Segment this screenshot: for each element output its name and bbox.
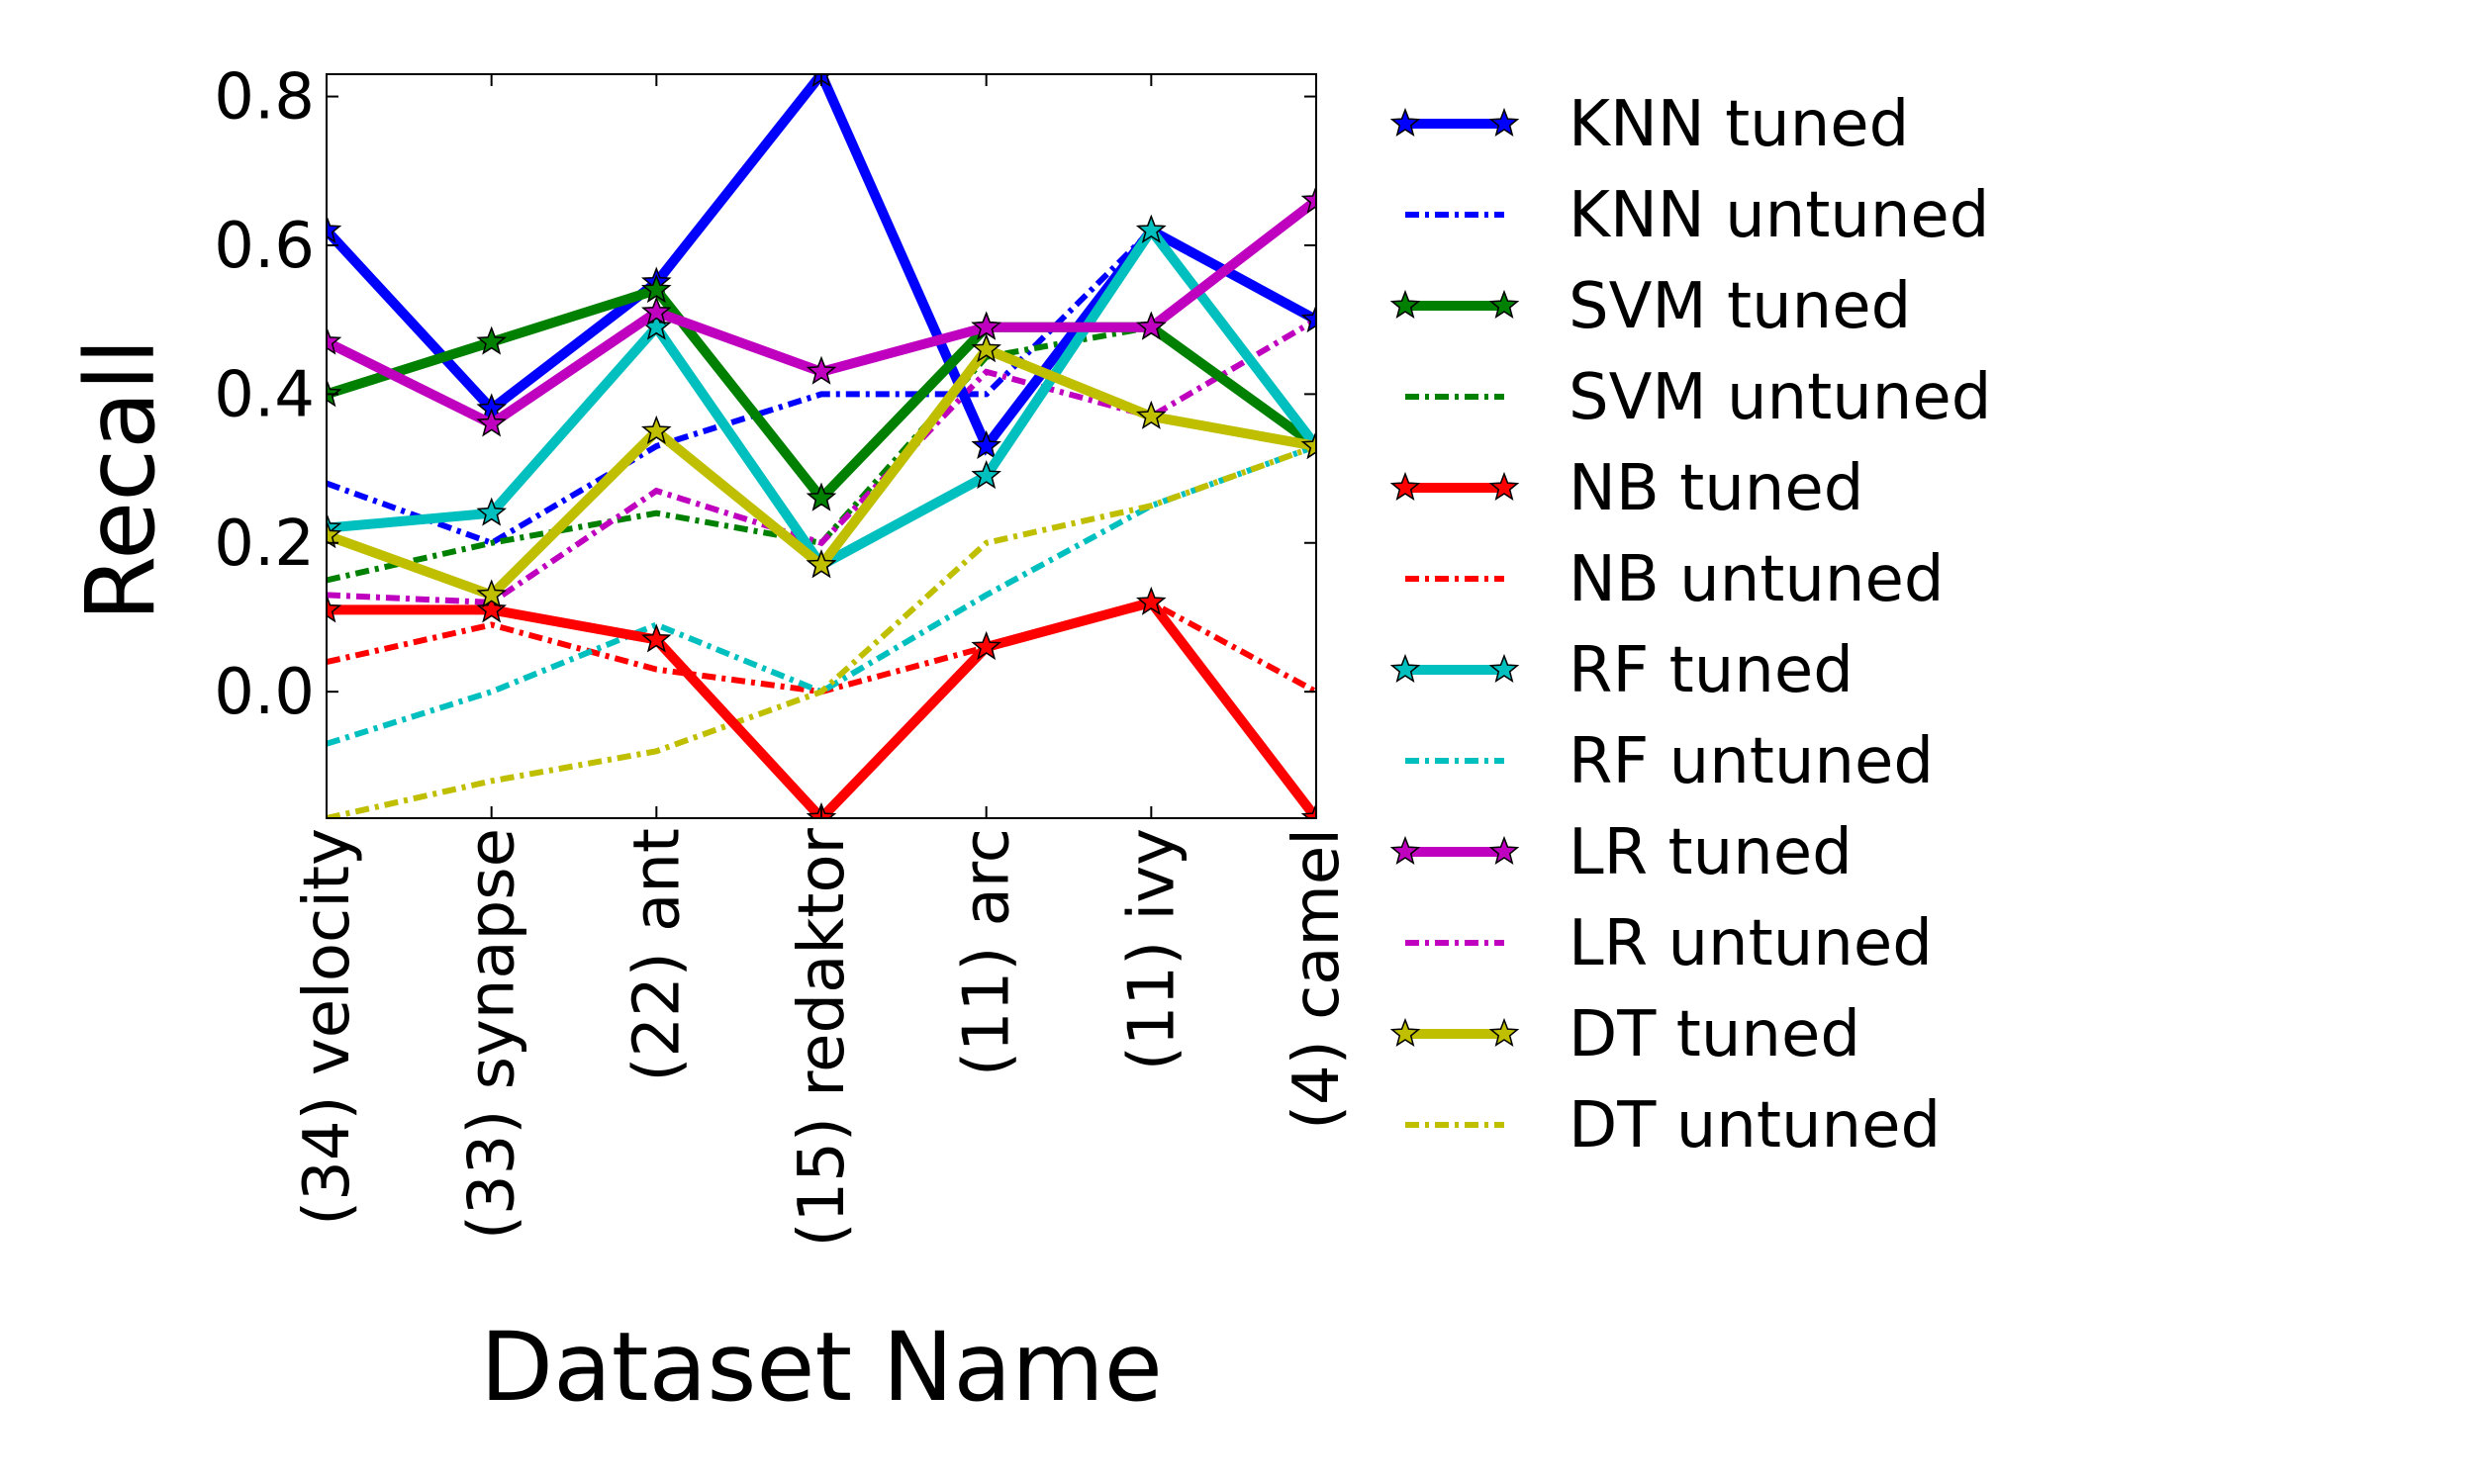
legend-entry: KNN tuned — [1389, 88, 1909, 161]
y-axis-title: Recall — [65, 338, 176, 621]
legend-label: DT tuned — [1569, 998, 1860, 1071]
data-point — [806, 355, 837, 385]
legend-entry: SVM tuned — [1389, 270, 1911, 343]
x-axis: (34) velocity (33) synapse (22) ant (15) re… — [291, 74, 1354, 1247]
legend-marker — [1389, 835, 1421, 865]
data-point — [476, 579, 507, 608]
series-knn-untuned — [327, 227, 1316, 547]
legend-entry: KNN untuned — [1405, 179, 1989, 252]
data-point — [641, 296, 672, 325]
legend: KNN tuned KNN untuned SVM tuned SVM untuned… — [1389, 88, 1991, 1162]
y-tick-label: 0.2 — [214, 508, 315, 581]
data-point — [971, 460, 1001, 490]
legend-marker — [1488, 835, 1520, 865]
legend-label: LR untuned — [1569, 907, 1933, 980]
data-point — [476, 408, 507, 437]
legend-entry: DT untuned — [1405, 1089, 1941, 1162]
legend-entry: SVM untuned — [1405, 361, 1991, 434]
data-point — [327, 325, 342, 355]
legend-entry: NB tuned — [1389, 452, 1863, 525]
series-layer — [327, 74, 1316, 818]
legend-label: RF tuned — [1569, 634, 1854, 707]
x-tick-label: (22) ant — [620, 828, 694, 1082]
y-tick-label: 0.6 — [214, 210, 315, 283]
x-tick-label: (11) arc — [951, 828, 1024, 1076]
series-line — [327, 227, 1316, 547]
legend-marker — [1389, 1017, 1421, 1047]
data-point — [806, 549, 837, 579]
legend-label: NB tuned — [1569, 452, 1863, 525]
data-point — [1136, 400, 1167, 429]
data-point — [327, 594, 342, 623]
legend-marker — [1389, 107, 1421, 137]
legend-entry: RF tuned — [1389, 634, 1854, 707]
data-point — [971, 630, 1001, 661]
data-point — [971, 429, 1001, 459]
data-point — [971, 333, 1001, 363]
data-point — [327, 519, 342, 549]
x-tick-label: (4) camel — [1281, 828, 1354, 1130]
x-tick-label: (11) ivy — [1115, 828, 1189, 1070]
data-point — [641, 274, 672, 304]
series-nb-tuned — [327, 586, 1316, 818]
series-line — [327, 443, 1316, 818]
legend-label: DT untuned — [1569, 1089, 1941, 1162]
legend-entry: NB untuned — [1405, 543, 1944, 616]
legend-label: SVM untuned — [1569, 361, 1991, 434]
y-axis: 0.0 0.2 0.4 0.6 0.8 — [214, 61, 1316, 729]
x-tick-label: (15) redaktor — [786, 827, 859, 1247]
legend-marker — [1488, 107, 1520, 137]
data-point — [806, 482, 837, 511]
legend-marker — [1488, 471, 1520, 501]
legend-label: KNN tuned — [1569, 88, 1909, 161]
legend-entry: LR untuned — [1405, 907, 1933, 980]
data-point — [641, 415, 672, 444]
x-axis-title: Dataset Name — [480, 1312, 1163, 1423]
data-point — [327, 378, 342, 408]
series-lr-untuned — [327, 317, 1316, 605]
data-point — [476, 497, 507, 526]
data-point — [1136, 586, 1167, 615]
series-dt-tuned — [327, 333, 1316, 608]
data-point — [327, 214, 342, 243]
legend-marker — [1389, 653, 1421, 683]
x-tick-label: (34) velocity — [291, 828, 364, 1226]
series-line — [327, 599, 1316, 696]
legend-entry: DT tuned — [1389, 998, 1860, 1071]
y-tick-label: 0.0 — [214, 656, 315, 729]
data-point — [476, 594, 507, 623]
series-nb-untuned — [327, 599, 1316, 696]
data-point — [1300, 184, 1316, 214]
data-point — [971, 311, 1001, 340]
legend-label: KNN untuned — [1569, 179, 1989, 252]
legend-label: NB untuned — [1569, 543, 1944, 616]
legend-marker — [1488, 653, 1520, 683]
data-point — [1136, 214, 1167, 243]
data-point — [1300, 304, 1316, 333]
data-point — [1300, 801, 1316, 818]
legend-marker — [1389, 471, 1421, 501]
legend-marker — [1488, 1017, 1520, 1047]
legend-entry: LR tuned — [1389, 816, 1853, 889]
legend-entry: RF untuned — [1405, 725, 1934, 798]
legend-label: SVM tuned — [1569, 270, 1911, 343]
legend-label: LR tuned — [1569, 816, 1853, 889]
legend-marker — [1488, 289, 1520, 319]
y-tick-label: 0.4 — [214, 358, 315, 431]
series-dt-untuned — [327, 443, 1316, 818]
plot-frame — [326, 73, 1317, 819]
series-line — [327, 317, 1316, 605]
legend-marker — [1389, 289, 1421, 319]
data-point — [641, 623, 672, 653]
x-tick-label: (33) synapse — [456, 828, 529, 1240]
series-line — [327, 74, 1316, 456]
y-tick-label: 0.8 — [214, 61, 315, 135]
data-point — [1136, 311, 1167, 340]
data-point — [476, 325, 507, 355]
legend-label: RF untuned — [1569, 725, 1934, 798]
data-point — [1300, 429, 1316, 459]
series-lr-tuned — [327, 184, 1316, 437]
